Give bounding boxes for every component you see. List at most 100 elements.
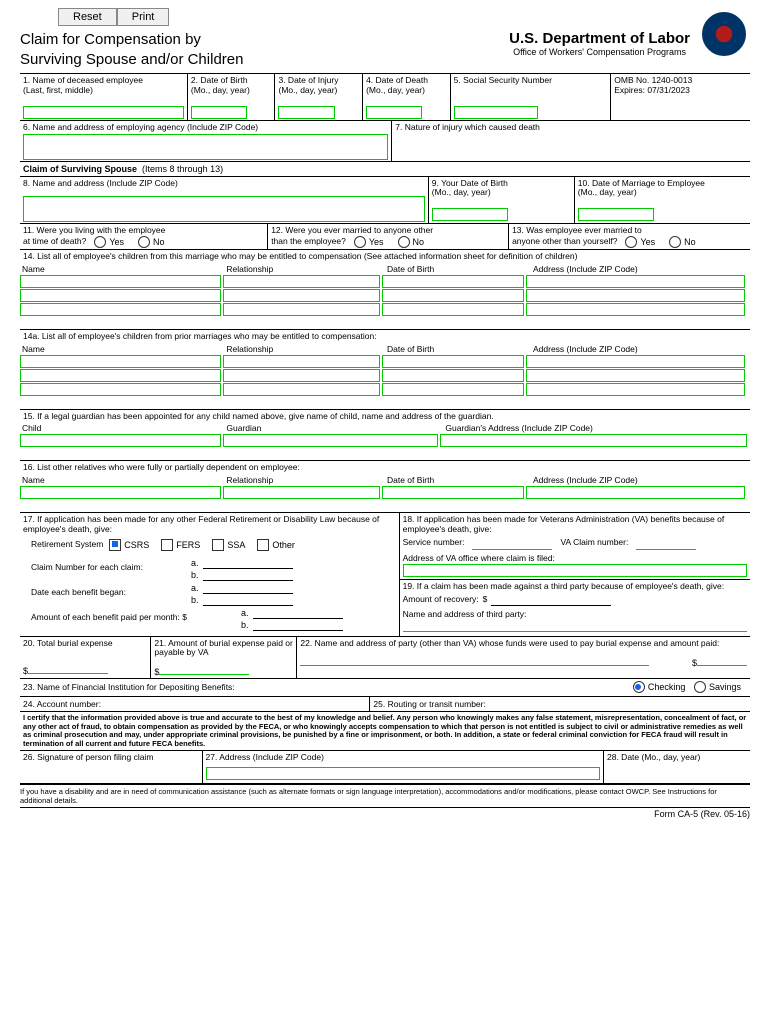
field-9-input[interactable] (432, 208, 508, 221)
grid14-r1-c1[interactable] (223, 289, 380, 302)
field-21-label: 21. Amount of burial expense paid or pay… (154, 639, 293, 659)
grid14-r1-c2[interactable] (382, 289, 524, 302)
grid14-r2-c2[interactable] (382, 303, 524, 316)
service-number-input[interactable] (472, 538, 552, 550)
grid14a-r0-c3[interactable] (526, 355, 745, 368)
field-12-label-b: than the employee? (271, 237, 346, 247)
field-16-r1-name[interactable] (20, 486, 221, 499)
fers-checkbox[interactable]: FERS (161, 539, 200, 551)
field-10-input[interactable] (578, 208, 654, 221)
grid14a-r2-c2[interactable] (382, 383, 524, 396)
label-b3: b. (241, 620, 249, 630)
grid14a-r2-c1[interactable] (223, 383, 380, 396)
field-2-sublabel: (Mo., day, year) (191, 86, 272, 96)
field-15-gaddr[interactable] (440, 434, 747, 447)
grid14a-r1-c1[interactable] (223, 369, 380, 382)
grid14-r1-c0[interactable] (20, 289, 221, 302)
omb-expires: Expires: 07/31/2023 (614, 86, 747, 96)
field-13-no[interactable]: No (669, 236, 696, 248)
grid14a-r0-c2[interactable] (382, 355, 524, 368)
grid14a-r1-c0[interactable] (20, 369, 221, 382)
csrs-checkbox[interactable]: CSRS (109, 539, 149, 551)
grid14-r1-c3[interactable] (526, 289, 745, 302)
field-22-input[interactable] (300, 654, 648, 666)
field-4-input[interactable] (366, 106, 422, 119)
va-address-input[interactable] (403, 564, 747, 577)
field-26-label: 26. Signature of person filing claim (23, 753, 199, 763)
ssa-checkbox[interactable]: SSA (212, 539, 245, 551)
field-16-r1-addr[interactable] (526, 486, 745, 499)
field-8-input[interactable] (23, 196, 425, 222)
claim-a-input[interactable] (203, 558, 293, 569)
grid14a-r1-c2[interactable] (382, 369, 524, 382)
grid14-r0-c1[interactable] (223, 275, 380, 288)
field-6-input[interactable] (23, 134, 388, 160)
va-claim-input[interactable] (636, 538, 696, 550)
field-12-yes[interactable]: Yes (354, 236, 384, 248)
amount-recovery-input[interactable] (491, 595, 611, 606)
field-15-label: 15. If a legal guardian has been appoint… (23, 412, 747, 422)
field-5-input[interactable] (454, 106, 538, 119)
label-a: a. (191, 558, 199, 568)
form-title-line1: Claim for Compensation by (20, 30, 243, 50)
field-13-label-a: 13. Was employee ever married to (512, 226, 747, 236)
reset-button[interactable]: Reset (58, 8, 117, 26)
print-button[interactable]: Print (117, 8, 170, 26)
grid14-r0-c0[interactable] (20, 275, 221, 288)
grid14a-r0-c1[interactable] (223, 355, 380, 368)
col-dob-16: Date of Birth (385, 474, 531, 486)
grid14-r0-c3[interactable] (526, 275, 745, 288)
department-name: U.S. Department of Labor (509, 30, 690, 47)
claim-number-label: Claim Number for each claim: (31, 557, 181, 573)
field-15-child[interactable] (20, 434, 221, 447)
field-19-label: 19. If a claim has been made against a t… (403, 582, 747, 592)
grid14-r2-c0[interactable] (20, 303, 221, 316)
grid14-r0-c2[interactable] (382, 275, 524, 288)
field-3-input[interactable] (278, 106, 334, 119)
col-name-16: Name (20, 474, 224, 486)
field-1-input[interactable] (23, 106, 184, 119)
grid14a-r1-c3[interactable] (526, 369, 745, 382)
date-a-input[interactable] (203, 583, 293, 594)
field-10-sublabel: (Mo., day, year) (578, 188, 747, 198)
amt-b-input[interactable] (253, 620, 343, 631)
label-b2: b. (191, 595, 199, 605)
savings-radio[interactable]: Savings (694, 681, 741, 693)
field-22-amt-input[interactable] (697, 654, 747, 666)
amt-a-input[interactable] (253, 608, 343, 619)
grid14a-r2-c0[interactable] (20, 383, 221, 396)
col-guardian-addr: Guardian's Address (Include ZIP Code) (443, 422, 750, 434)
other-checkbox[interactable]: Other (257, 539, 295, 551)
field-11-no[interactable]: No (138, 236, 165, 248)
dollar-sign: $ (483, 595, 488, 606)
claim-b-input[interactable] (203, 570, 293, 581)
field-2-input[interactable] (191, 106, 247, 119)
grid14a-r0-c0[interactable] (20, 355, 221, 368)
field-14-label: 14. List all of employee's children from… (23, 252, 747, 262)
field-17-label: 17. If application has been made for any… (23, 515, 396, 535)
field-16-r1-dob[interactable] (382, 486, 524, 499)
field-12-no[interactable]: No (398, 236, 425, 248)
field-21-input[interactable] (159, 663, 249, 675)
field-11-yes[interactable]: Yes (94, 236, 124, 248)
field-13-label-b: anyone other than yourself? (512, 237, 617, 247)
third-party-input[interactable] (403, 620, 747, 632)
field-15-guardian[interactable] (223, 434, 438, 447)
field-27-input[interactable] (206, 767, 601, 780)
form-number: Form CA-5 (Rev. 05-16) (20, 807, 750, 819)
grid14-r2-c1[interactable] (223, 303, 380, 316)
field-13-yes[interactable]: Yes (625, 236, 655, 248)
checking-radio[interactable]: Checking (633, 681, 686, 693)
field-20-input[interactable] (28, 662, 108, 674)
col-rel-14a: Relationship (224, 343, 385, 355)
col-address: Address (Include ZIP Code) (531, 263, 750, 275)
field-23-label: 23. Name of Financial Institution for De… (23, 683, 235, 693)
field-11-label-b: at time of death? (23, 237, 86, 247)
grid14-r2-c3[interactable] (526, 303, 745, 316)
grid14a-r2-c3[interactable] (526, 383, 745, 396)
field-20-label: 20. Total burial expense (23, 639, 147, 649)
certification-text: I certify that the information provided … (20, 711, 750, 751)
label-a2: a. (191, 583, 199, 593)
field-16-r1-rel[interactable] (223, 486, 380, 499)
date-b-input[interactable] (203, 595, 293, 606)
